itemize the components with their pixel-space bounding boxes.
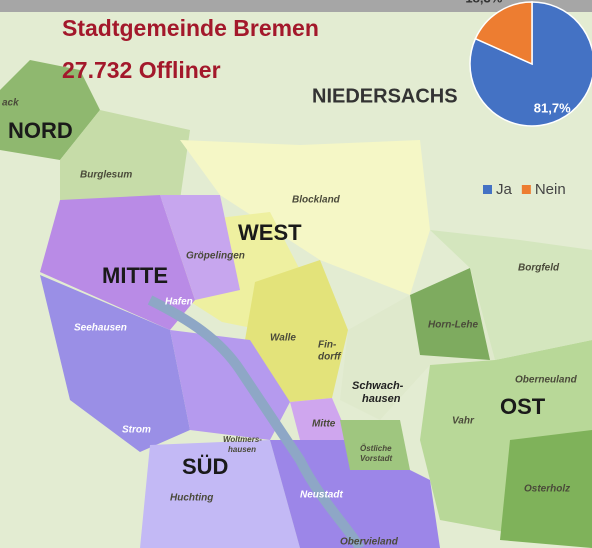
map-label: Seehausen (74, 323, 127, 334)
map-regions (0, 60, 592, 548)
region-hafen (160, 195, 240, 300)
region-osterholz (500, 430, 592, 548)
map-label: Vorstadt (360, 454, 392, 463)
region-seehausen (40, 275, 190, 452)
map-label: Neustadt (300, 490, 343, 501)
map-label: Gröpelingen (186, 251, 245, 262)
map-label: Obervieland (340, 537, 399, 548)
region-walle (245, 260, 348, 402)
map-label: Osterholz (524, 484, 570, 495)
map-label: Vahr (452, 416, 475, 427)
map-label: Borgfeld (518, 263, 560, 274)
map-label: Horn-Lehe (428, 320, 478, 331)
data-label: 81,7% (534, 101, 571, 116)
data-label: 18,3% (465, 0, 502, 5)
map-label: NORD (8, 118, 73, 143)
map-label: Oberneuland (515, 375, 578, 386)
map-label: WEST (238, 220, 302, 245)
map-label: Schwach- (352, 380, 404, 392)
region-mitte (290, 398, 350, 440)
map-label: Huchting (170, 493, 213, 504)
map-label: hausen (228, 445, 256, 454)
region-horn-lehe (410, 268, 490, 360)
map-label: SÜD (182, 454, 228, 479)
map-label: Fin- (318, 340, 337, 351)
region-mitte-west (40, 195, 195, 330)
legend-label: Ja (496, 181, 513, 198)
map-label: Strom (122, 425, 151, 436)
region-oestliche-vorstadt (340, 420, 410, 470)
legend: Ja Nein (483, 181, 566, 198)
region-strom (170, 330, 290, 440)
legend-swatch (483, 185, 492, 194)
subtitle: 27.732 Offliner (62, 57, 221, 83)
region-burglesum (60, 110, 190, 200)
map-label: Hafen (165, 297, 193, 308)
map-label: Blockland (292, 195, 341, 206)
pie-chart: 81,7% 18,3% (465, 0, 592, 127)
legend-swatch (521, 185, 531, 194)
legend-label: Nein (535, 181, 566, 198)
region-borgfeld (430, 230, 592, 360)
map-labels: ack NORD Burglesum Blockland WEST NIEDER… (2, 85, 578, 547)
pie-slice (474, 1, 533, 66)
map-label: MITTE (102, 263, 168, 288)
map-label: ack (2, 98, 19, 109)
top-bar (0, 0, 592, 12)
map-label: OST (500, 394, 546, 419)
map-label: Woltmers- (223, 435, 262, 444)
region-sued (140, 440, 300, 548)
region-blockland (180, 140, 430, 295)
map-label: Walle (270, 333, 296, 344)
map-label: Mitte (312, 419, 336, 430)
region-nord (0, 60, 100, 160)
map-label: dorff (318, 352, 342, 363)
river-weser (147, 295, 365, 548)
map-label: NIEDERSACHS (312, 85, 458, 107)
map-label: Östliche (360, 444, 392, 453)
title: Stadtgemeinde Bremen (62, 15, 319, 41)
map-label: hausen (362, 393, 401, 405)
map-label: Burglesum (80, 170, 132, 181)
